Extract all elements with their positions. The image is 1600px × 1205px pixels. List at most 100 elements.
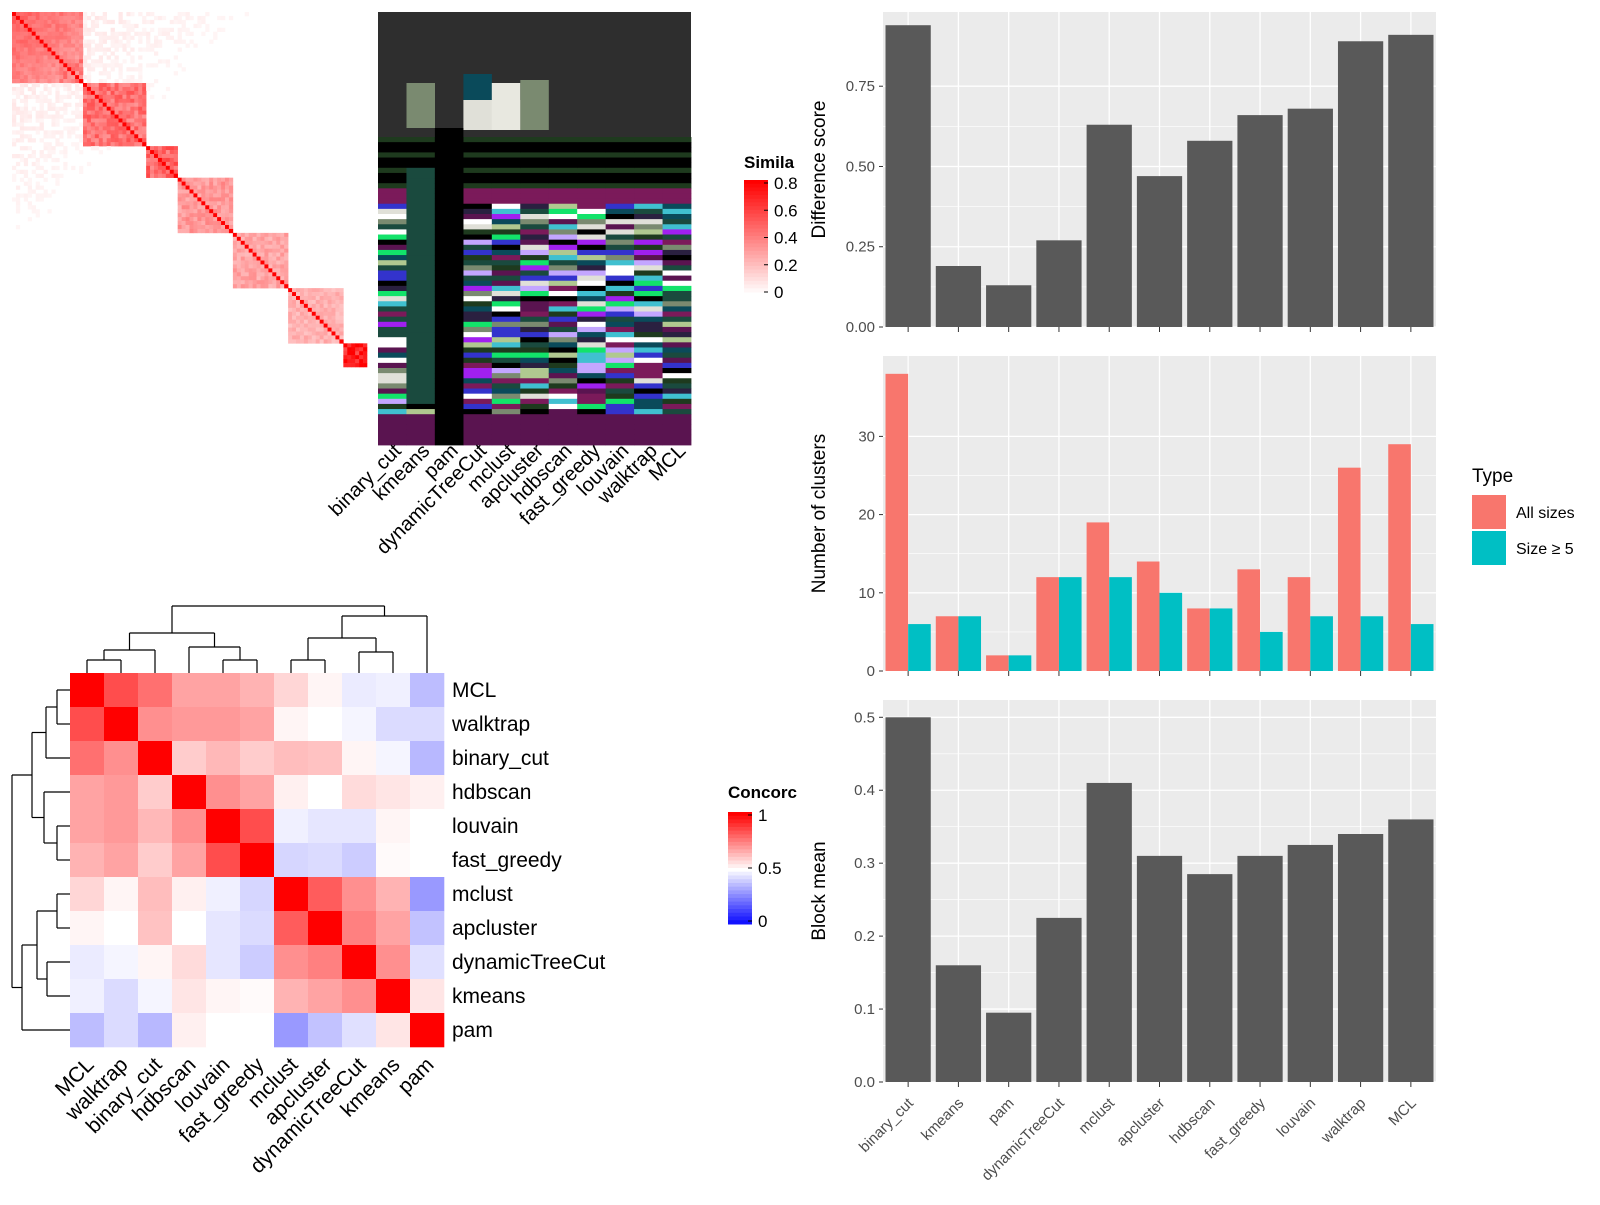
similarity-cell (319, 292, 324, 297)
similarity-cell (319, 335, 324, 340)
similarity-cell (126, 122, 131, 127)
assignment-cell (463, 249, 493, 256)
similarity-cell (90, 106, 96, 111)
similarity-cell (311, 296, 317, 301)
similarity-cell (118, 67, 123, 72)
similarity-cell (339, 323, 344, 328)
assignment-cell (463, 414, 493, 420)
assignment-cell (634, 172, 663, 179)
similarity-cell (98, 110, 104, 115)
similarity-cell (303, 339, 309, 344)
similarity-cell (23, 47, 29, 52)
concordance-cell (308, 775, 343, 810)
similarity-cell (83, 110, 88, 115)
similarity-cell (35, 126, 40, 131)
similarity-cell (83, 102, 88, 107)
similarity-cell (307, 327, 313, 332)
similarity-cell (23, 19, 29, 25)
assignment-cell (662, 403, 692, 410)
similarity-cell (114, 134, 119, 139)
similarity-cell (39, 47, 44, 52)
similarity-cell (75, 142, 80, 147)
similarity-cell (236, 268, 242, 273)
similarity-cell (146, 146, 151, 151)
similarity-cell (15, 90, 21, 96)
concordance-legend-gradient (728, 812, 752, 817)
similarity-cell (169, 165, 175, 171)
assignment-cell (520, 306, 550, 312)
similarity-cell (146, 43, 151, 48)
similarity-cell (47, 75, 52, 80)
similarity-cell (284, 260, 289, 265)
similarity-cell (169, 150, 175, 155)
concordance-cell (376, 775, 411, 810)
similarity-cell (51, 83, 56, 88)
similarity-cell (138, 67, 143, 72)
assignment-cell (577, 234, 607, 241)
similarity-cell (59, 55, 64, 60)
assignment-cell (662, 285, 692, 292)
similarity-cell (272, 252, 277, 257)
similarity-cell (248, 256, 253, 261)
similarity-cell (118, 19, 123, 25)
similarity-cell (130, 79, 135, 84)
similarity-cell (327, 335, 332, 340)
concordance-cell (274, 945, 309, 980)
assignment-cell (605, 152, 635, 158)
assignment-cell (463, 157, 493, 164)
similarity-cell (299, 319, 305, 324)
similarity-cell (12, 102, 17, 107)
similarity-cell (19, 122, 25, 127)
similarity-cell (12, 197, 17, 202)
similarity-cell (193, 23, 198, 29)
similarity-cell (284, 280, 289, 285)
similarity-cell (130, 83, 135, 88)
similarity-cell (288, 303, 293, 309)
similarity-cell (71, 27, 76, 33)
similarity-cell (161, 169, 167, 175)
similarity-cell (118, 75, 123, 80)
similarity-cell (177, 205, 182, 210)
similarity-cell (114, 59, 119, 64)
similarity-cell (201, 189, 206, 194)
y-tick-label: 0 (867, 663, 875, 680)
assignment-cell (406, 388, 436, 395)
similarity-cell (299, 315, 305, 320)
similarity-cell (201, 225, 206, 230)
assignment-cell (605, 306, 635, 312)
similarity-legend-gradient (744, 265, 768, 271)
similarity-cell (154, 79, 159, 84)
assignment-cell (634, 234, 663, 241)
similarity-cell (19, 12, 25, 17)
assignment-cell (491, 208, 521, 215)
assignment-cell (634, 219, 663, 225)
similarity-cell (157, 154, 163, 159)
similarity-cell (173, 15, 178, 21)
similarity-cell (154, 35, 159, 40)
similarity-cell (177, 12, 182, 17)
assignment-cell (662, 234, 692, 241)
similarity-cell (311, 311, 317, 317)
similarity-cell (35, 27, 40, 33)
similarity-cell (55, 43, 60, 48)
assignment-cell (520, 275, 550, 282)
similarity-cell (232, 248, 238, 253)
similarity-cell (79, 94, 84, 100)
assignment-cell (491, 337, 521, 343)
similarity-cell (35, 161, 40, 167)
assignment-cell (520, 260, 550, 266)
similarity-cell (106, 138, 111, 143)
similarity-cell (55, 86, 60, 92)
similarity-cell (256, 260, 261, 265)
similarity-cell (236, 280, 242, 285)
similarity-cell (232, 280, 238, 285)
similarity-cell (118, 83, 123, 88)
assignment-cell (378, 260, 407, 266)
similarity-cell (94, 130, 100, 135)
similarity-legend-gradient (744, 277, 768, 282)
similarity-cell (94, 138, 100, 143)
assignment-cell (378, 342, 407, 348)
y-axis-label: Difference score (809, 101, 830, 239)
similarity-cell (189, 177, 194, 182)
similarity-cell (213, 189, 218, 194)
